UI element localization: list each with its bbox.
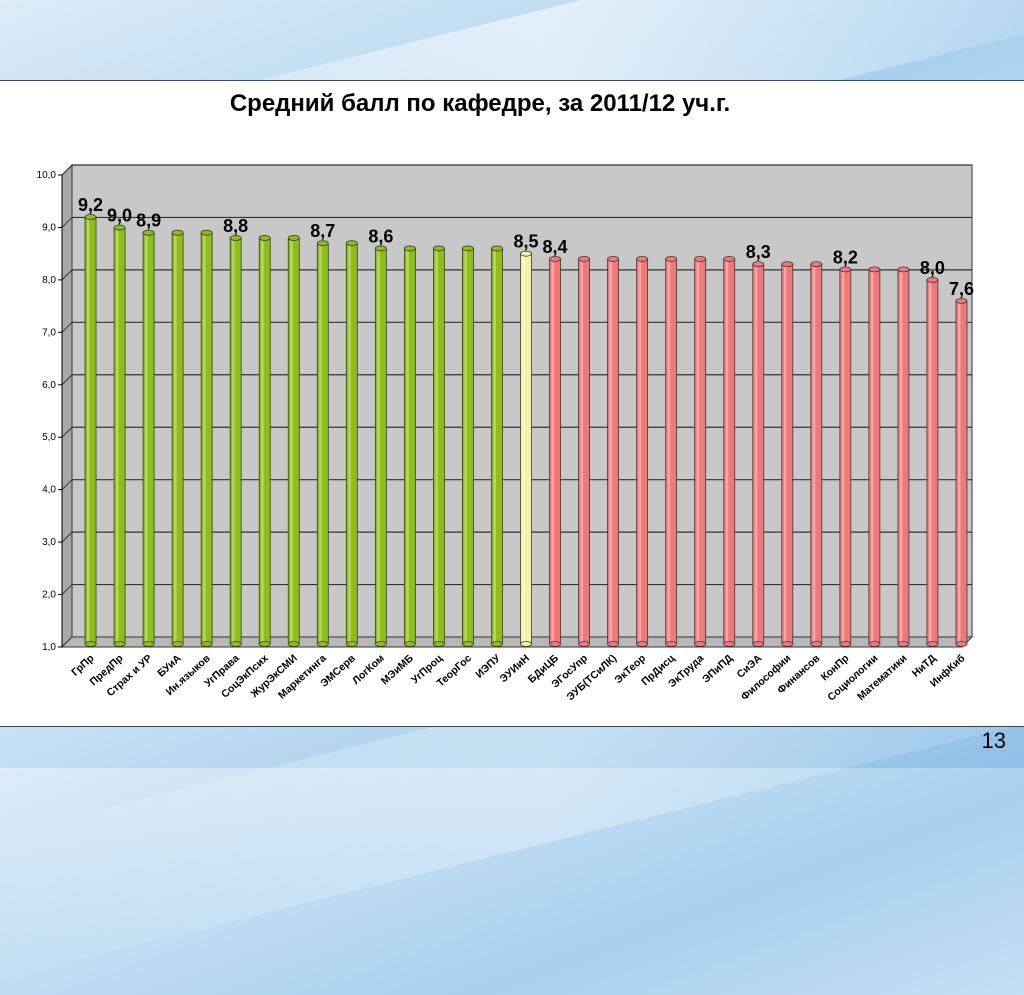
bar	[549, 256, 561, 647]
data-label: 8,6	[368, 226, 393, 246]
bar	[897, 266, 910, 647]
data-label: 8,8	[223, 216, 248, 236]
plot-side-wall	[61, 163, 73, 649]
page-number: 13	[981, 728, 1006, 753]
bar	[171, 229, 184, 647]
y-tick-label: 7,0	[42, 327, 56, 338]
bar	[462, 245, 474, 647]
gridline	[61, 531, 73, 543]
gridline	[61, 269, 73, 281]
gridline	[61, 584, 73, 595]
data-label: 8,0	[920, 258, 945, 278]
x-tick-label: ЭУИиН	[498, 652, 532, 685]
gridline	[61, 426, 73, 438]
x-tick-label: МЭиМБ	[379, 652, 416, 687]
bar	[229, 235, 242, 647]
bar	[374, 245, 387, 647]
gridline	[61, 217, 73, 228]
data-label: 7,6	[949, 279, 974, 299]
y-tick-label: 5,0	[42, 432, 56, 443]
bar	[316, 240, 329, 647]
plot-floor	[60, 636, 974, 648]
bar	[520, 250, 532, 647]
data-label: 8,9	[136, 211, 161, 231]
bar	[839, 266, 852, 647]
bar	[578, 256, 590, 647]
y-tick-label: 1,0	[42, 642, 56, 653]
bar	[636, 256, 649, 647]
data-label: 9,2	[78, 195, 103, 215]
bar	[200, 229, 213, 647]
bar	[84, 214, 97, 647]
bar	[694, 256, 707, 647]
bar	[345, 240, 358, 647]
gridline	[61, 374, 73, 386]
x-tick-label: ЭПиПД	[700, 652, 736, 686]
gridline	[61, 479, 73, 491]
bar	[955, 297, 968, 647]
y-tick-label: 8,0	[42, 275, 56, 286]
data-label: 9,0	[107, 205, 132, 225]
gridline	[61, 164, 73, 176]
bar	[607, 256, 619, 647]
bar	[926, 276, 939, 647]
y-tick-label: 4,0	[42, 485, 56, 496]
gridline	[61, 321, 73, 333]
bar	[665, 256, 678, 647]
bar	[781, 261, 794, 647]
chart-title: Средний балл по кафедре, за 2011/12 уч.г…	[229, 90, 731, 117]
bar	[113, 224, 126, 647]
bar	[752, 261, 765, 647]
y-tick-label: 9,0	[42, 222, 56, 233]
bar	[142, 229, 155, 647]
y-tick-label: 3,0	[42, 537, 56, 548]
bar	[491, 245, 503, 647]
bar	[433, 245, 445, 647]
bar	[258, 235, 271, 647]
y-tick-label: 10,0	[37, 170, 57, 181]
data-label: 8,7	[310, 221, 335, 241]
data-label: 8,2	[833, 247, 858, 267]
bar	[810, 261, 823, 647]
data-label: 8,5	[513, 232, 538, 252]
y-tick-label: 2,0	[42, 590, 56, 601]
bar	[287, 235, 300, 647]
bar-chart: 1,02,03,04,05,06,07,08,09,010,0ГрПр9,2Пр…	[37, 163, 974, 704]
bar	[403, 245, 416, 647]
bar	[723, 256, 736, 647]
data-label: 8,4	[543, 237, 568, 257]
data-label: 8,3	[746, 242, 771, 262]
bar	[868, 266, 881, 647]
y-tick-label: 6,0	[42, 380, 56, 391]
